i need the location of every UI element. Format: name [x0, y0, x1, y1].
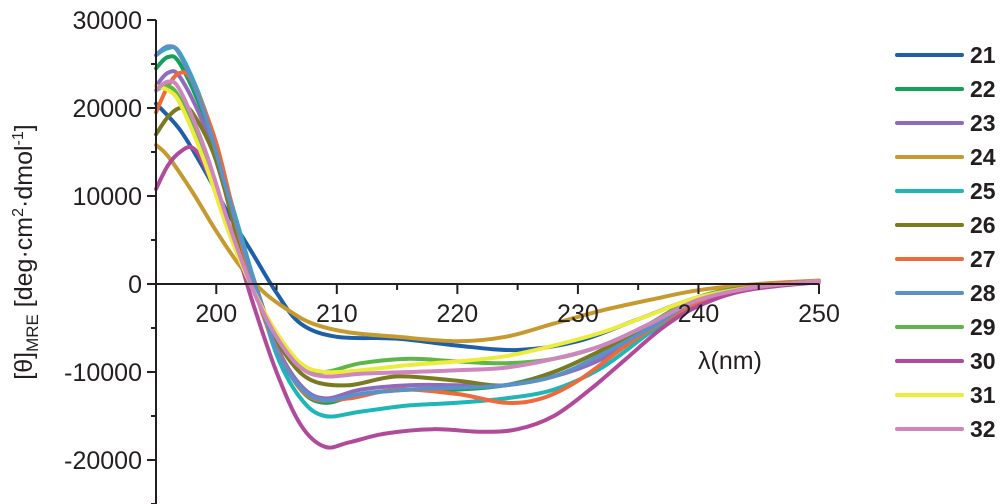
series-line-26 [154, 104, 821, 388]
legend-label-22: 22 [970, 76, 996, 102]
legend-label-24: 24 [970, 144, 996, 170]
legend-label-28: 28 [970, 280, 996, 306]
series-line-30 [154, 144, 821, 450]
series-line-28 [154, 44, 821, 403]
series-line-24 [154, 143, 821, 344]
x-axis-title: λ(nm) [698, 347, 762, 375]
legend-label-23: 23 [970, 110, 996, 136]
y-axis-title-main: [θ] [10, 352, 38, 380]
x-tick-label: 250 [798, 300, 840, 328]
y-tick-label: 30000 [72, 7, 142, 35]
series-layer [154, 44, 821, 450]
axes [155, 20, 819, 504]
legend-label-30: 30 [970, 348, 996, 374]
y-tick-label: 20000 [72, 95, 142, 123]
x-tick-label: 240 [678, 300, 720, 328]
y-axis-title-sup2: -1 [10, 131, 27, 145]
y-axis-title-sub: MRE [23, 314, 42, 352]
legend-label-32: 32 [970, 416, 996, 442]
x-tick-label: 220 [437, 300, 479, 328]
y-axis-title-rest: [deg·cm [10, 217, 38, 314]
y-tick-label: 0 [128, 271, 142, 299]
legend-label-21: 21 [970, 42, 996, 68]
legend-label-31: 31 [970, 382, 996, 408]
series-line-32 [154, 79, 821, 379]
y-tick-label: -20000 [64, 447, 142, 475]
ticks: 30000 20000 10000 0 -10000 -20000 200 210 220 230… [64, 7, 840, 504]
legend-label-25: 25 [970, 178, 996, 204]
y-tick-label: -10000 [64, 359, 142, 387]
legend: 21 22 23 24 25 26 27 28 29 30 31 32 [895, 42, 996, 442]
y-axis-title-end: ] [10, 124, 38, 131]
legend-label-27: 27 [970, 246, 996, 272]
legend-label-29: 29 [970, 314, 996, 340]
x-tick-label: 230 [557, 300, 599, 328]
y-tick-label: 10000 [72, 183, 142, 211]
y-axis-title-mid: ·dmol [10, 145, 38, 208]
y-axis-title: [θ]MRE [deg·cm2·dmol-1] [10, 124, 42, 379]
x-tick-label: 200 [195, 300, 237, 328]
legend-label-26: 26 [970, 212, 996, 238]
x-tick-label: 210 [316, 300, 358, 328]
series-line-31 [154, 84, 821, 375]
series-line-29 [154, 83, 821, 375]
y-axis-title-sup1: 2 [10, 208, 27, 217]
